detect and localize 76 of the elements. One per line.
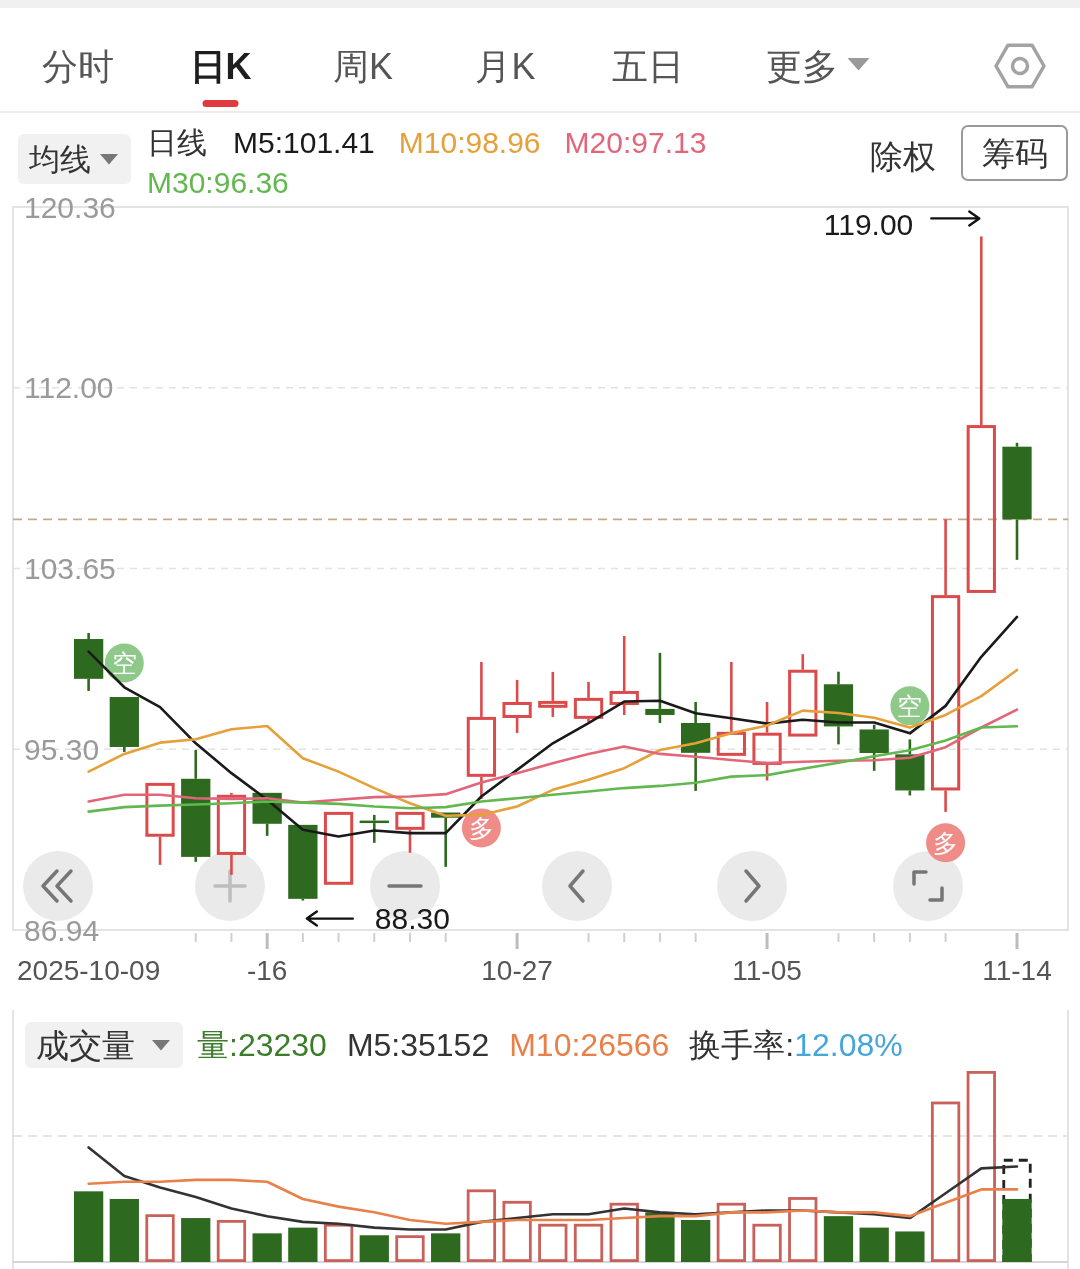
bar	[502, 1200, 532, 1262]
bar	[966, 1071, 996, 1262]
bar	[1002, 1198, 1032, 1262]
bar	[681, 1219, 711, 1262]
candlestick	[395, 811, 425, 855]
candlestick	[573, 680, 604, 724]
bar	[359, 1235, 389, 1262]
bar	[716, 1202, 746, 1262]
bar	[431, 1233, 461, 1262]
bar	[181, 1218, 211, 1262]
bar	[645, 1212, 675, 1262]
candlestick	[966, 235, 996, 593]
bar	[788, 1197, 818, 1262]
button-label: 筹码	[981, 134, 1048, 172]
legend-item: M10:26566	[509, 1027, 670, 1063]
annotation: 119.00	[823, 207, 914, 241]
candlestick	[145, 782, 175, 867]
bar	[216, 1219, 247, 1262]
bar	[609, 1202, 639, 1262]
label: 换手率:12.08%	[689, 1027, 903, 1063]
y-tick-label: 103.65	[24, 552, 116, 585]
label: 日线	[147, 125, 207, 159]
candlestick	[288, 824, 318, 902]
candlestick	[681, 700, 711, 793]
bar	[895, 1231, 925, 1262]
bar	[109, 1198, 139, 1262]
legend-item: M5:35152	[346, 1027, 490, 1063]
bar	[323, 1223, 354, 1262]
x-tick-label: 11-14	[982, 954, 1052, 986]
x-tick-label: 2025-10-09	[17, 954, 161, 986]
bar	[859, 1227, 889, 1262]
bar	[73, 1191, 104, 1262]
legend-item: M30:96.36	[147, 165, 289, 199]
candlestick	[788, 652, 818, 737]
bar	[752, 1223, 782, 1262]
legend-item: M5:101.41	[233, 125, 375, 159]
dropdown-label: 均线	[29, 141, 91, 177]
y-tick-label: 112.00	[24, 371, 114, 405]
marker-label: 多	[933, 828, 959, 857]
candlestick	[609, 634, 639, 717]
marker-label: 空	[897, 691, 923, 720]
bar	[823, 1216, 854, 1262]
bar	[395, 1235, 425, 1262]
bar	[930, 1101, 961, 1262]
candlestick	[466, 660, 497, 801]
marker-label: 多	[468, 813, 494, 842]
tab-label: 周K	[333, 45, 393, 87]
tab-label: 五日	[612, 45, 684, 87]
legend-item: M10:98.96	[398, 125, 541, 159]
bar	[466, 1189, 497, 1262]
x-tick-label: 10-27	[481, 954, 553, 986]
candlestick	[930, 518, 961, 814]
y-tick-label: 120.36	[24, 190, 116, 224]
marker-label: 空	[111, 649, 137, 678]
x-tick-label: 11-05	[732, 954, 802, 986]
tab-label: 日K	[189, 45, 252, 87]
dropdown-label: 成交量	[36, 1026, 135, 1064]
bar	[538, 1223, 568, 1262]
candlestick	[181, 748, 211, 864]
annotation: 88.30	[374, 902, 450, 936]
y-tick-label: 95.30	[24, 732, 100, 766]
bar	[145, 1214, 175, 1262]
tab-label: 月K	[475, 45, 536, 87]
legend-item: 量:23230	[197, 1027, 327, 1063]
candlestick	[73, 631, 104, 693]
y-tick-label: 86.94	[24, 913, 100, 947]
candlestick	[109, 697, 139, 754]
x-tick-label: -16	[246, 954, 288, 986]
bar	[288, 1227, 318, 1262]
label: 除权	[870, 137, 936, 175]
legend-item: M20:97.13	[564, 125, 707, 159]
tab-label: 分时	[42, 45, 114, 87]
bar	[573, 1223, 604, 1262]
bar	[252, 1233, 282, 1262]
candlestick	[323, 811, 354, 885]
tab-label: 更多	[765, 45, 838, 87]
